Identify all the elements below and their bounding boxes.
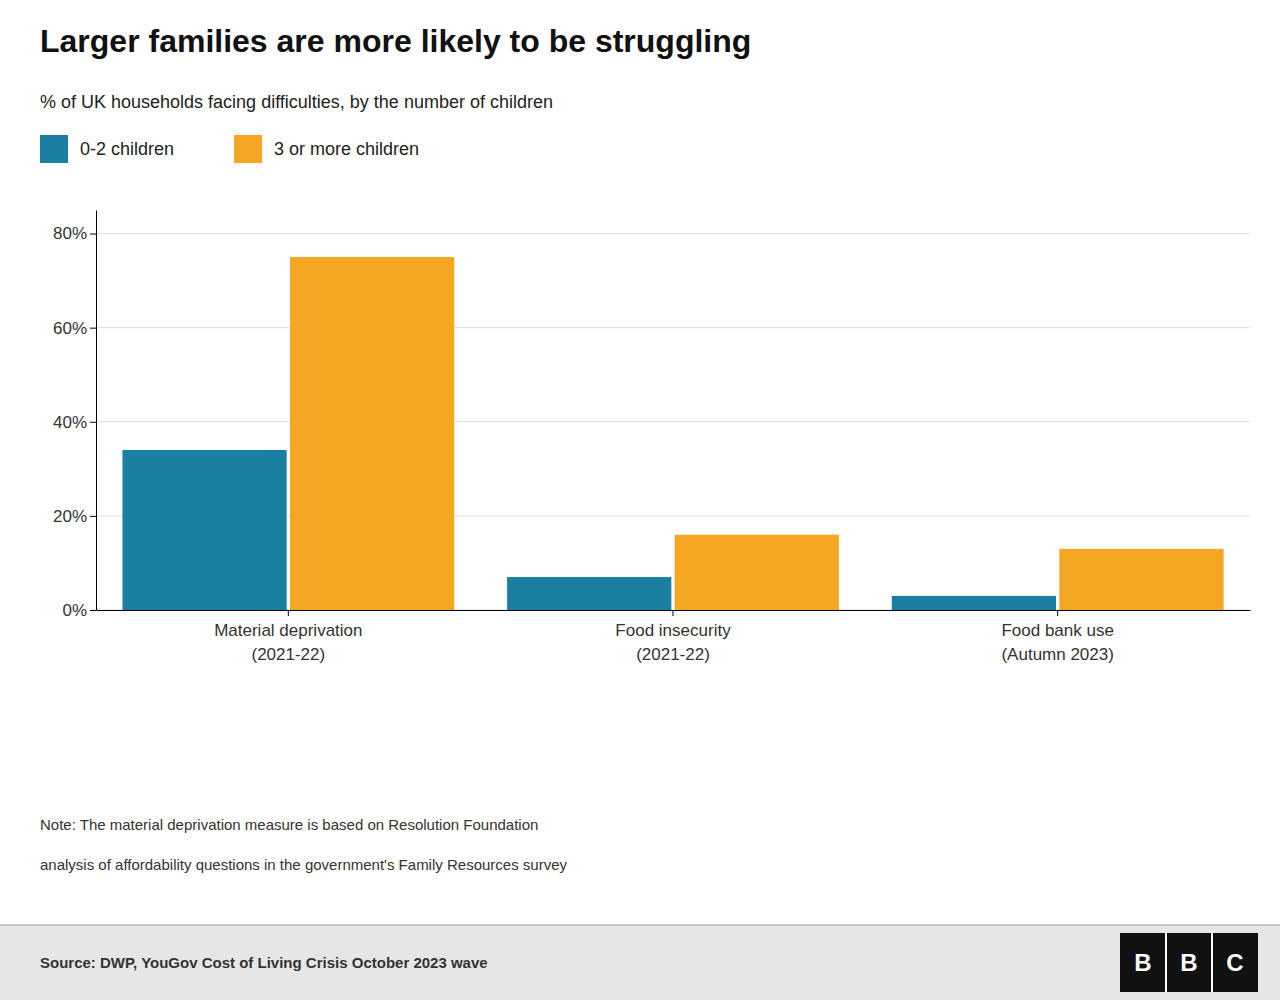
legend-label: 0-2 children <box>80 139 174 159</box>
x-tick-label: Food insecurity(2021-22) <box>615 621 731 664</box>
y-tick-label: 60% <box>53 319 87 338</box>
y-tick-label: 20% <box>53 507 87 526</box>
y-tick: 80% <box>53 224 96 243</box>
bar <box>122 450 286 610</box>
source: Source: DWP, YouGov Cost of Living Crisi… <box>40 954 488 971</box>
bar-series <box>122 450 1056 610</box>
y-tick-label: 0% <box>62 601 87 620</box>
x-axis: Material deprivation(2021-22) Food insecu… <box>97 610 1251 664</box>
y-tick-label: 80% <box>53 224 87 243</box>
bar <box>290 257 454 610</box>
y-tick-mark <box>90 422 96 423</box>
bar <box>1059 549 1223 610</box>
bars <box>122 257 1223 610</box>
x-tick: Material deprivation(2021-22) <box>214 610 362 664</box>
y-tick-mark <box>90 328 96 329</box>
x-tick-mark <box>288 610 289 616</box>
legend-swatch <box>234 135 262 163</box>
plot: 0% 20% 40% 60% 80% Material deprivation(2021-… <box>53 211 1251 664</box>
logo-box <box>1120 933 1258 992</box>
grid-line <box>96 327 1250 328</box>
bar <box>892 596 1056 610</box>
note: Note: The material deprivation measure i… <box>40 816 538 833</box>
y-tick-mark <box>90 610 96 611</box>
legend: 0-2 children 3 or more children <box>40 135 419 163</box>
legend-item: 0-2 children <box>40 135 174 163</box>
chart: Larger families are more likely to be st… <box>0 0 1280 1000</box>
note: analysis of affordability questions in t… <box>40 856 567 873</box>
grid-line <box>96 233 1250 234</box>
y-tick: 0% <box>62 601 96 620</box>
y-tick-mark <box>90 516 96 517</box>
y-tick-mark <box>90 234 96 235</box>
x-tick-mark <box>1057 610 1058 616</box>
y-tick: 20% <box>53 507 96 526</box>
y-tick: 40% <box>53 413 96 432</box>
legend-item: 3 or more children <box>234 135 419 163</box>
bar <box>507 577 671 610</box>
logo-divider <box>1165 933 1167 992</box>
legend-swatch <box>40 135 68 163</box>
legend-label: 3 or more children <box>274 139 419 159</box>
x-tick-label: Material deprivation(2021-22) <box>214 621 362 664</box>
bar-series <box>290 257 1224 610</box>
x-tick-mark <box>673 610 674 616</box>
y-axis: 0% 20% 40% 60% 80% <box>53 211 97 620</box>
source-bar-rule <box>0 925 1280 926</box>
y-axis-line <box>96 211 97 611</box>
y-tick-label: 40% <box>53 413 87 432</box>
logo-text: BBC <box>1134 949 1243 976</box>
x-tick: Food insecurity(2021-22) <box>615 610 731 664</box>
logo: BBC <box>1120 933 1258 992</box>
logo-divider <box>1211 933 1213 992</box>
y-tick: 60% <box>53 319 96 338</box>
subtitle: % of UK households facing difficulties, … <box>40 92 553 112</box>
grid-line <box>96 421 1250 422</box>
bar <box>675 535 839 610</box>
title: Larger families are more likely to be st… <box>40 23 751 59</box>
x-tick: Food bank use(Autumn 2023) <box>1001 610 1113 664</box>
grid <box>96 234 1250 610</box>
x-tick-label: Food bank use(Autumn 2023) <box>1001 621 1113 664</box>
source-bar <box>0 925 1280 1000</box>
